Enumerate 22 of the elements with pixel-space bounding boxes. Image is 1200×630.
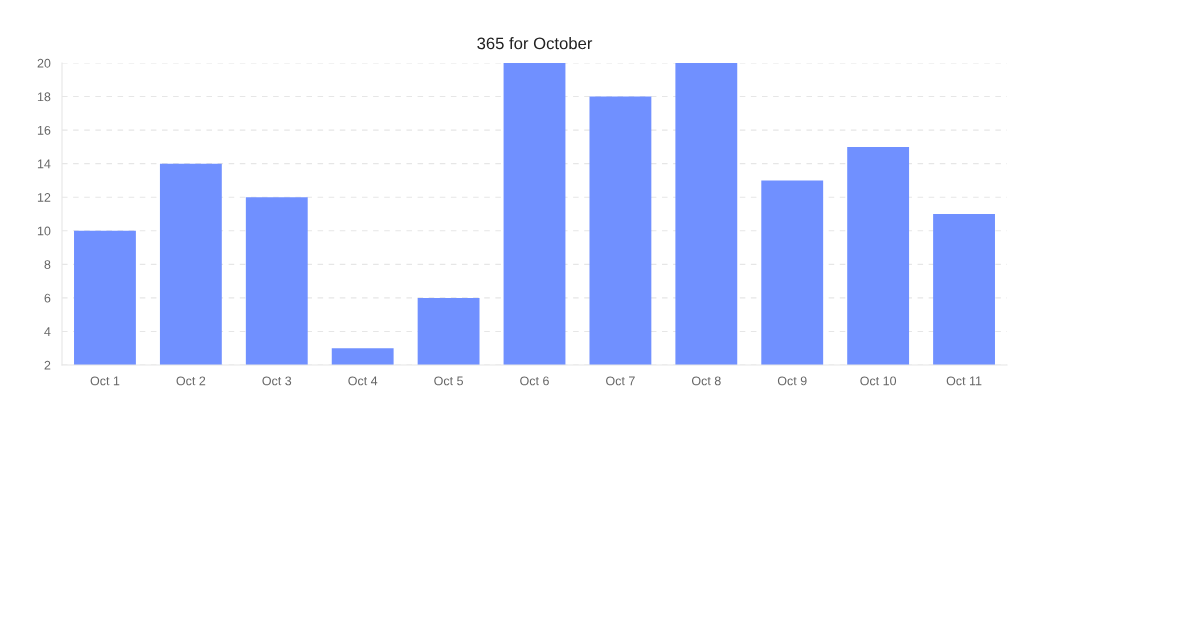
chart-title: 365 for October xyxy=(477,37,593,50)
y-tick-label: 6 xyxy=(44,293,51,303)
x-tick-label: Oct 7 xyxy=(606,376,635,386)
y-tick-label: 20 xyxy=(37,58,51,68)
x-tick-label: Oct 3 xyxy=(262,376,292,386)
y-tick-label: 2 xyxy=(44,360,51,370)
y-tick-label: 14 xyxy=(37,159,51,169)
x-tick-label: Oct 11 xyxy=(946,376,982,386)
y-tick-label: 18 xyxy=(37,92,51,102)
x-tick-label: Oct 10 xyxy=(860,376,897,386)
x-tick-label: Oct 6 xyxy=(520,376,549,386)
x-tick-label: Oct 9 xyxy=(777,376,807,386)
x-tick-label: Oct 2 xyxy=(176,376,206,386)
y-tick-label: 16 xyxy=(37,125,51,135)
x-tick-label: Oct 8 xyxy=(691,376,721,386)
x-tick-label: Oct 1 xyxy=(90,376,120,386)
y-tick-label: 10 xyxy=(37,226,51,236)
y-tick-label: 4 xyxy=(44,327,51,336)
y-tick-label: 12 xyxy=(37,193,51,202)
x-tick-label: Oct 4 xyxy=(348,376,378,386)
x-tick-label: Oct 5 xyxy=(434,376,463,386)
y-tick-label: 8 xyxy=(44,260,51,269)
